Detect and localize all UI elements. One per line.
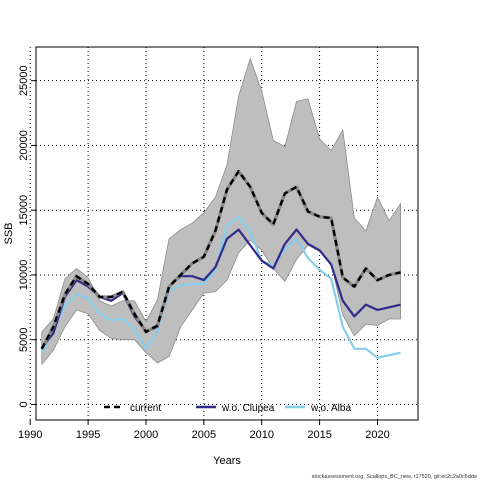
footer-source-text: stockassessment.org, Scallops_BC_new, r1… xyxy=(312,474,477,480)
y-tick-label: 15000 xyxy=(18,195,30,226)
y-tick-label: 10000 xyxy=(18,260,30,291)
y-axis-ticks: 0 5000 10000 15000 20000 25000 xyxy=(18,65,36,408)
x-axis-ticks: 1990 1995 2000 2005 2010 2015 2020 xyxy=(18,420,390,441)
legend-label-0: current xyxy=(130,403,161,414)
y-tick-label: 5000 xyxy=(18,327,30,351)
x-tick-label: 2015 xyxy=(307,429,331,441)
series-line-2 xyxy=(40,215,401,359)
x-tick-label: 2000 xyxy=(134,429,158,441)
series-lines xyxy=(40,169,401,359)
legend-label-2: w.o. Alba xyxy=(310,403,351,414)
x-tick-label: 2020 xyxy=(365,429,389,441)
x-tick-label: 2010 xyxy=(249,429,273,441)
x-tick-label: 1990 xyxy=(18,429,42,441)
y-axis-label: SSB xyxy=(3,222,15,244)
series-line-0 xyxy=(40,170,401,350)
plot-frame xyxy=(35,46,419,421)
y-tick-label: 25000 xyxy=(18,65,30,96)
x-tick-label: 2005 xyxy=(192,429,216,441)
y-tick-label: 20000 xyxy=(18,130,30,161)
x-axis-label: Years xyxy=(213,455,241,467)
legend: current w.o. Clupea w.o. Alba xyxy=(104,403,351,414)
x-tick-label: 1995 xyxy=(76,429,100,441)
legend-label-1: w.o. Clupea xyxy=(221,403,275,414)
y-tick-label: 0 xyxy=(18,401,30,407)
